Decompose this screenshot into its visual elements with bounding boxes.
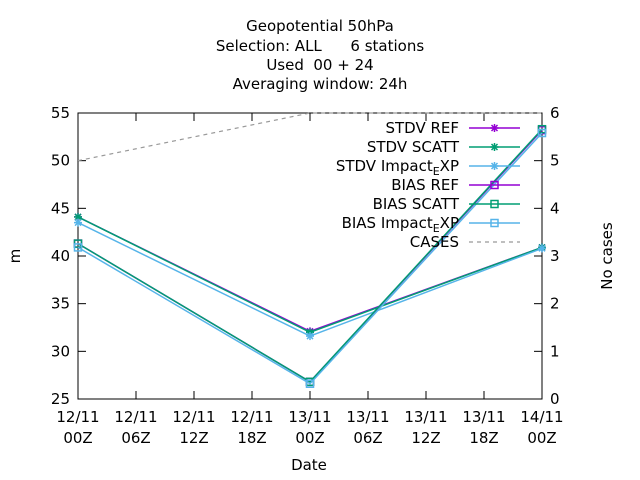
axes: 25303540455055012345612/1100Z12/1106Z12/… [51, 104, 564, 447]
legend-entry-label: CASES [410, 233, 459, 251]
x-tick-label-hour: 18Z [237, 429, 266, 447]
data-point [306, 332, 314, 341]
legend-entry-label: BIAS ImpactEXP [342, 214, 459, 235]
legend-entry-marker [490, 162, 499, 170]
legend-suffix: XP [440, 157, 459, 175]
chart-title-line-1: Geopotential 50hPa [246, 17, 394, 35]
chart-title-line-2: Selection: ALL 6 stations [215, 37, 425, 55]
data-point [73, 243, 83, 252]
x-tick-label-date: 12/11 [56, 408, 99, 426]
y-tick-label: 40 [51, 247, 70, 265]
y-tick-label: 55 [51, 104, 70, 122]
legend-entry-marker [490, 143, 499, 151]
legend-entry-marker [490, 199, 499, 209]
legend-entry-label: STDV REF [385, 119, 459, 137]
legend-entry-label: STDV SCATT [367, 138, 460, 156]
y-tick-label: 35 [51, 295, 70, 313]
x-tick-label-hour: 12Z [411, 429, 440, 447]
marker-stroke [490, 162, 499, 170]
marker-stroke [74, 213, 82, 221]
x-tick-label-date: 13/11 [288, 408, 331, 426]
y2-tick-label: 1 [550, 342, 560, 360]
x-tick-label-hour: 00Z [295, 429, 324, 447]
y-tick-label: 50 [51, 152, 70, 170]
legend-entry-label: BIAS SCATT [373, 195, 460, 213]
y-tick-label: 25 [51, 390, 70, 408]
x-tick-label-date: 12/11 [114, 408, 157, 426]
y-tick-label: 45 [51, 199, 70, 217]
x-axis-label: Date [291, 456, 327, 474]
series-line-2 [77, 221, 543, 337]
x-tick-label-date: 12/11 [172, 408, 215, 426]
data-point [538, 244, 546, 253]
marker-stroke [538, 244, 546, 252]
x-tick-label-hour: 12Z [179, 429, 208, 447]
marker-stroke [306, 332, 314, 340]
legend-entry-marker [490, 124, 499, 132]
y2-tick-label: 5 [550, 152, 560, 170]
data-point [74, 218, 82, 227]
chart-title-line-3: Used 00 + 24 [266, 56, 374, 74]
legend-entry-marker [490, 180, 499, 190]
x-tick-label-date: 12/11 [230, 408, 273, 426]
legend-subscript: E [433, 165, 440, 178]
y2-tick-label: 0 [550, 390, 560, 408]
y2-tick-label: 2 [550, 295, 560, 313]
x-tick-label-hour: 18Z [469, 429, 498, 447]
y-tick-label: 30 [51, 342, 70, 360]
marker-stroke [490, 143, 499, 151]
x-tick-label-hour: 06Z [353, 429, 382, 447]
x-tick-label-date: 13/11 [346, 408, 389, 426]
marker-stroke [74, 219, 82, 227]
legend-subscript: E [433, 222, 440, 235]
chart-title-line-4: Averaging window: 24h [232, 75, 408, 93]
y2-axis-label: No cases [598, 222, 616, 290]
legend-suffix: XP [440, 214, 459, 232]
data-point [74, 212, 82, 221]
legend-entry-label: BIAS REF [391, 176, 459, 194]
x-tick-label-hour: 06Z [121, 429, 150, 447]
x-tick-label-hour: 00Z [527, 429, 556, 447]
x-tick-label-hour: 00Z [63, 429, 92, 447]
legend-entry-label: STDV ImpactEXP [336, 157, 459, 178]
data-point [537, 128, 547, 138]
y-axis-label: m [6, 249, 24, 264]
data-point [305, 379, 315, 388]
series-line-4 [77, 128, 543, 383]
series-group [73, 112, 547, 388]
x-tick-label-date: 14/11 [520, 408, 563, 426]
marker-stroke [490, 124, 499, 132]
series-line-5 [77, 132, 543, 385]
x-tick-label-date: 13/11 [404, 408, 447, 426]
x-tick-label-date: 13/11 [462, 408, 505, 426]
legend-entry-marker [490, 218, 499, 228]
y2-tick-label: 6 [550, 104, 560, 122]
y2-tick-label: 3 [550, 247, 560, 265]
y2-tick-label: 4 [550, 199, 560, 217]
